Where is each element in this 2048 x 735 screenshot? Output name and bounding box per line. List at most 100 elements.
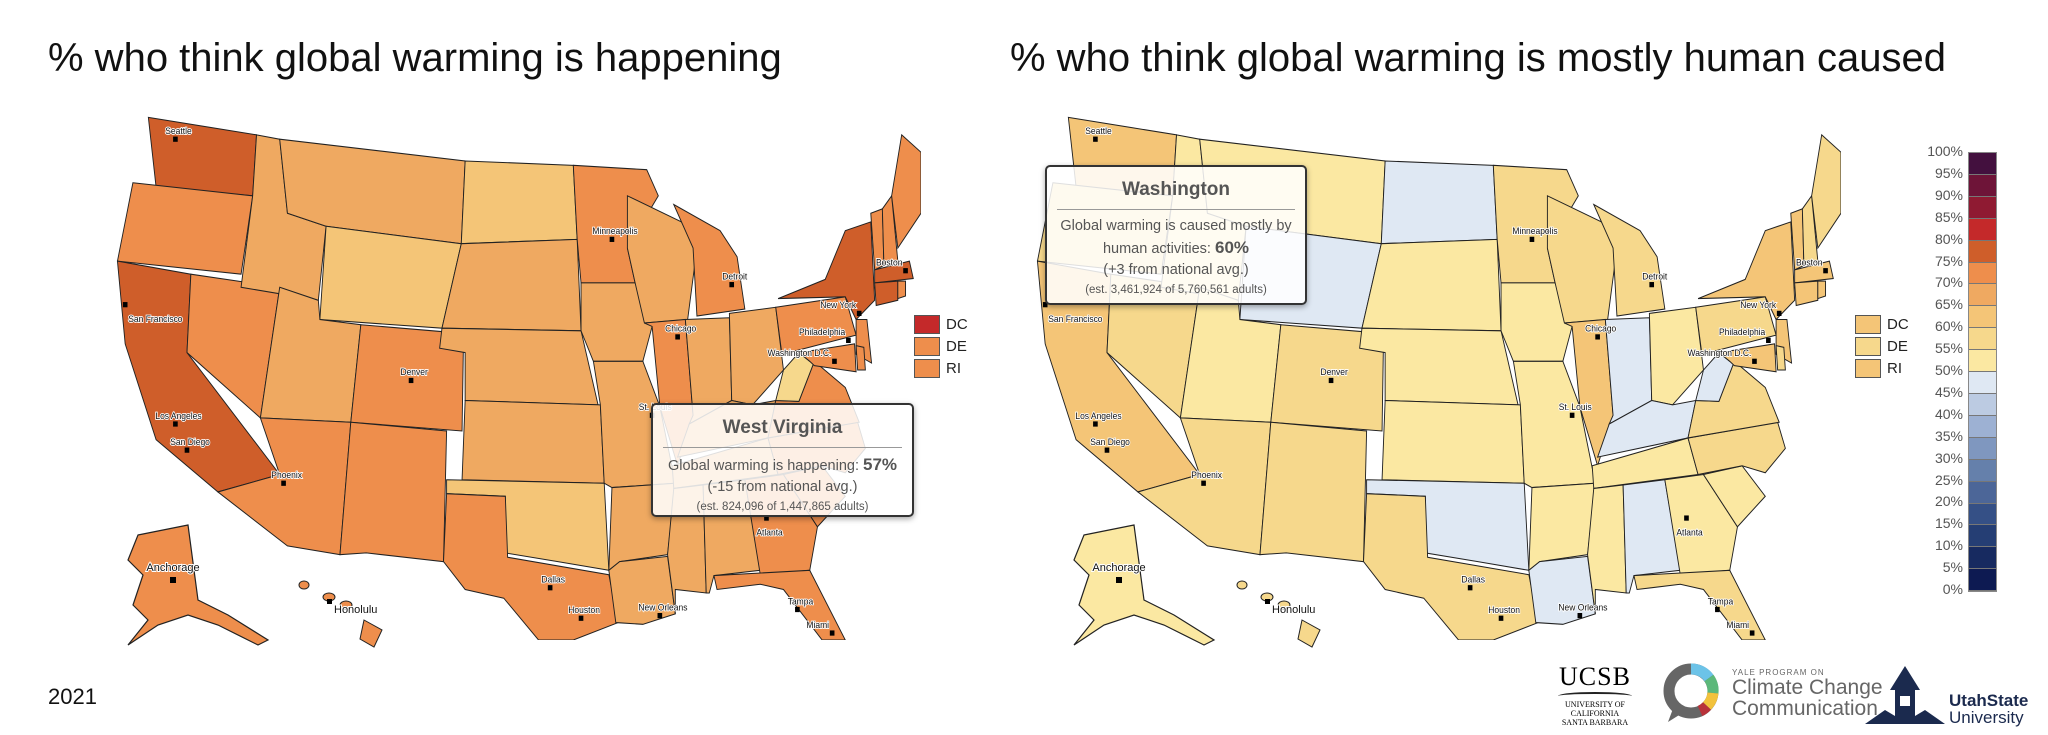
state-or[interactable] bbox=[116, 182, 254, 275]
small-state-de[interactable]: DE bbox=[1855, 335, 1909, 357]
color-scale-tick: 0% bbox=[1942, 581, 1963, 597]
state-de[interactable] bbox=[855, 344, 866, 371]
state-ak[interactable] bbox=[127, 524, 270, 646]
city-marker bbox=[1823, 268, 1828, 274]
small-states-legend: DC DE RI bbox=[914, 313, 968, 379]
state-ms[interactable] bbox=[1587, 484, 1627, 614]
state-md[interactable] bbox=[1717, 343, 1777, 373]
state-ct[interactable] bbox=[874, 280, 899, 307]
small-state-ri[interactable]: RI bbox=[1855, 357, 1909, 379]
city-marker bbox=[1776, 310, 1782, 316]
state-ri[interactable] bbox=[897, 280, 907, 300]
state-la[interactable] bbox=[608, 555, 676, 625]
city-marker bbox=[729, 282, 735, 288]
color-bin bbox=[1969, 284, 1996, 307]
state-hi[interactable] bbox=[1236, 580, 1321, 648]
state-la[interactable] bbox=[1528, 555, 1596, 625]
state-nm[interactable] bbox=[339, 421, 448, 563]
state-ak[interactable] bbox=[1073, 524, 1216, 646]
state-tx[interactable] bbox=[443, 493, 619, 640]
state-fl[interactable] bbox=[1633, 569, 1766, 640]
state-ar[interactable] bbox=[1528, 482, 1596, 572]
color-bin bbox=[1969, 569, 1996, 592]
city-label: Anchorage bbox=[1092, 562, 1145, 574]
state-ks[interactable] bbox=[1381, 399, 1525, 484]
state-nm[interactable] bbox=[1259, 421, 1368, 563]
state-me[interactable] bbox=[891, 133, 921, 250]
color-bin bbox=[1969, 240, 1996, 263]
small-state-de[interactable]: DE bbox=[914, 335, 968, 357]
small-state-dc[interactable]: DC bbox=[1855, 313, 1909, 335]
state-oh[interactable] bbox=[1648, 306, 1704, 406]
state-ma[interactable] bbox=[874, 260, 914, 284]
color-scale-tick: 100% bbox=[1927, 143, 1963, 159]
state-ri[interactable] bbox=[1817, 280, 1827, 300]
usu-tower-icon bbox=[1865, 666, 1945, 724]
city-label: Denver bbox=[1320, 367, 1347, 378]
city-label: Minneapolis bbox=[1512, 226, 1558, 237]
color-bin bbox=[1969, 437, 1996, 460]
city-label: Chicago bbox=[665, 323, 696, 334]
state-md[interactable] bbox=[797, 343, 857, 373]
city-label: Honolulu bbox=[334, 604, 377, 616]
state-nh[interactable] bbox=[881, 194, 899, 267]
color-scale-tick: 5% bbox=[1942, 559, 1963, 576]
alaska[interactable]: Anchorage bbox=[1064, 515, 1224, 655]
state-co[interactable] bbox=[350, 324, 465, 432]
city-label: San Francisco bbox=[1048, 314, 1102, 325]
yale-ring-icon bbox=[1663, 663, 1719, 722]
state-nd[interactable] bbox=[460, 160, 578, 245]
state-sd[interactable] bbox=[1361, 238, 1502, 332]
small-states-legend: DC DE RI bbox=[1855, 313, 1909, 379]
state-ct[interactable] bbox=[1794, 280, 1819, 307]
city-label: Philadelphia bbox=[799, 327, 846, 338]
color-scale-tick: 45% bbox=[1934, 383, 1963, 400]
city-label: Boston bbox=[876, 257, 902, 268]
small-state-ri[interactable]: RI bbox=[914, 357, 968, 379]
state-wy[interactable] bbox=[319, 225, 462, 329]
city-marker bbox=[609, 236, 615, 242]
state-sd[interactable] bbox=[441, 238, 582, 332]
color-bin bbox=[1969, 218, 1996, 241]
state-mi[interactable] bbox=[1592, 203, 1666, 317]
city-label: New York bbox=[820, 300, 856, 311]
color-scale-tick: 25% bbox=[1934, 471, 1963, 488]
hawaii[interactable]: Honolulu bbox=[1232, 575, 1332, 650]
city-marker bbox=[1749, 630, 1755, 636]
city-label: Seattle bbox=[165, 126, 191, 137]
city-marker bbox=[1715, 606, 1720, 613]
state-tx[interactable] bbox=[1363, 493, 1539, 640]
state-ny[interactable] bbox=[1697, 221, 1796, 321]
state-de[interactable] bbox=[1775, 344, 1786, 371]
state-nh[interactable] bbox=[1801, 194, 1819, 267]
state-ny[interactable] bbox=[777, 221, 876, 321]
city-label: Atlanta bbox=[756, 527, 783, 538]
city-label: San Diego bbox=[1090, 436, 1130, 447]
city-marker bbox=[1577, 613, 1583, 619]
state-co[interactable] bbox=[1270, 324, 1385, 432]
color-scale-tick: 20% bbox=[1934, 493, 1963, 510]
tooltip-state-name: West Virginia bbox=[663, 411, 902, 448]
state-mi[interactable] bbox=[672, 203, 746, 317]
state-ma[interactable] bbox=[1794, 260, 1834, 284]
state-oh[interactable] bbox=[728, 306, 784, 406]
color-bin bbox=[1969, 196, 1996, 219]
hawaii[interactable]: Honolulu bbox=[294, 575, 394, 650]
city-marker bbox=[1467, 585, 1473, 591]
color-scale-tick: 85% bbox=[1934, 208, 1963, 225]
city-marker bbox=[173, 421, 178, 427]
state-tooltip-west-virginia: West Virginia Global warming is happenin… bbox=[651, 403, 914, 517]
state-fl[interactable] bbox=[713, 569, 846, 640]
state-ks[interactable] bbox=[461, 399, 605, 484]
state-nd[interactable] bbox=[1380, 160, 1498, 245]
city-marker bbox=[122, 302, 128, 308]
small-state-dc[interactable]: DC bbox=[914, 313, 968, 335]
ucsb-logo: UCSB UNIVERSITY OF CALIFORNIA SANTA BARB… bbox=[1558, 662, 1632, 727]
color-bin bbox=[1969, 174, 1996, 197]
alaska[interactable]: Anchorage bbox=[118, 515, 278, 655]
small-state-label: DE bbox=[946, 337, 967, 355]
state-me[interactable] bbox=[1811, 133, 1841, 250]
city-label: Detroit bbox=[1642, 271, 1667, 282]
city-marker bbox=[829, 630, 835, 636]
color-swatch bbox=[1855, 336, 1881, 356]
